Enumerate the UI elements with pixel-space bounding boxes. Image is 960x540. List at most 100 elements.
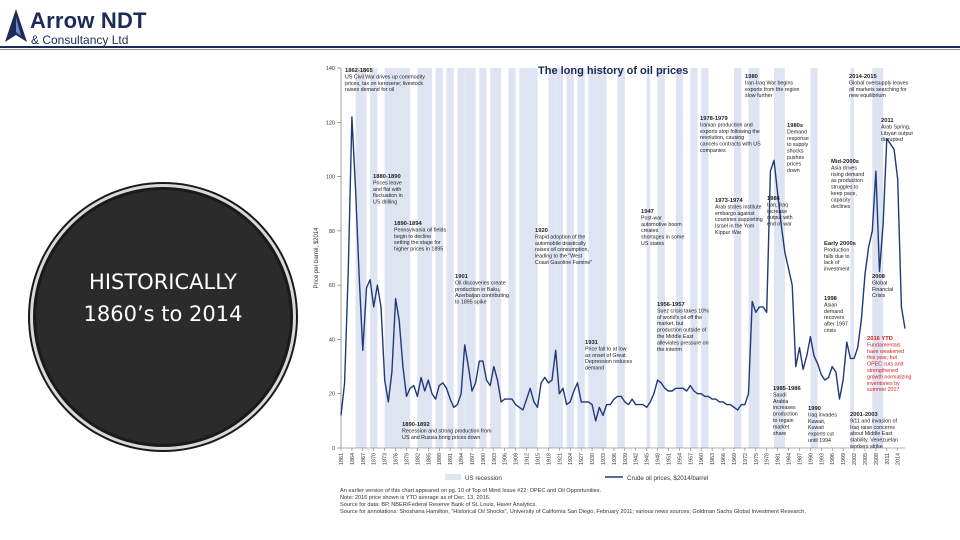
x-tick-label: 1945 — [645, 453, 651, 465]
recession-band — [555, 68, 563, 448]
historical-badge — [36, 190, 290, 444]
annotation-text: 1880-1890 — [373, 174, 401, 180]
annotation-text: Crisis — [872, 293, 886, 299]
x-tick-label: 1984 — [787, 453, 793, 465]
recession-band — [777, 68, 785, 448]
annotation-text: keep pace, — [831, 191, 857, 197]
x-tick-label: 2014 — [896, 453, 902, 465]
x-tick-label: 1951 — [666, 453, 672, 465]
recession-band — [519, 68, 531, 448]
annotation-text: Rapid adoption of the — [535, 234, 585, 240]
recession-band — [384, 68, 411, 448]
recession-band — [530, 68, 538, 448]
x-tick-label: 1879 — [404, 453, 410, 465]
x-tick-label: 1993 — [819, 453, 825, 465]
badge-line-1: HISTORICALLY — [89, 270, 237, 294]
annotation-text: Arab states institute — [715, 204, 762, 210]
annotation-text: Coast Gasoline Famine" — [535, 260, 592, 266]
annotation-text: prices, tax on kerosene; livestock — [345, 81, 423, 87]
annotation-text: struggles to — [831, 185, 858, 191]
annotation-text: after 1997 — [824, 322, 848, 328]
recession-band — [490, 68, 502, 448]
recession-band — [446, 68, 454, 448]
recession-band — [675, 68, 684, 448]
annotation-text: 1978-1979 — [700, 116, 728, 122]
annotation-text: 1890-1892 — [402, 422, 430, 428]
x-tick-label: 1999 — [841, 453, 847, 465]
arrow-logo-icon — [5, 9, 27, 42]
recession-band — [588, 68, 607, 448]
annotation-text: 2008 — [872, 274, 886, 280]
x-tick-label: 1924 — [568, 453, 574, 465]
recession-band — [464, 68, 476, 448]
annotation-text: strengthened — [867, 368, 898, 374]
recession-band — [701, 68, 709, 448]
annotation-text: Global oversupply leaves — [849, 80, 909, 86]
annotation-text: Asia drives — [831, 165, 857, 171]
annotation-text: companies — [700, 148, 726, 154]
x-tick-label: 1936 — [612, 453, 618, 465]
annotation-text: 9/11 and invasion of — [850, 418, 898, 424]
recession-band — [355, 68, 367, 448]
annotation-text: 1990 — [808, 406, 821, 412]
annotation-text: Arabia — [773, 399, 788, 405]
annotation-text: US drilling — [373, 200, 397, 206]
annotation-text: disrupted — [881, 137, 903, 143]
annotation-text: 2001-2003 — [850, 412, 878, 418]
annotation-text: Post-war — [641, 215, 662, 221]
annotation-text: 1985-1986 — [773, 386, 801, 392]
x-tick-label: 1975 — [754, 453, 760, 465]
x-tick-label: 1906 — [503, 453, 509, 465]
annotation-text: 2011 — [881, 118, 894, 124]
y-tick-label: 20 — [329, 392, 335, 398]
annotation-text: 1998 — [824, 296, 838, 302]
annotation-text: new equilibrium — [849, 93, 886, 99]
x-tick-label: 1954 — [677, 453, 683, 465]
annotation-text: the interim — [657, 347, 682, 353]
annotation-text: Recession and strong production from — [402, 428, 492, 434]
y-axis-label: Price per barrel, $2014 — [314, 227, 320, 289]
annotation-text: 1901 — [455, 274, 469, 280]
recession-band — [508, 68, 516, 448]
annotation-text: and flat with — [373, 187, 401, 193]
annotation-text: Iraq invades — [808, 412, 837, 418]
oil-price-line — [340, 116, 906, 422]
recession-band — [733, 68, 742, 448]
annotation-text: begin to decline — [394, 234, 431, 240]
x-tick-label: 1978 — [765, 453, 771, 465]
annotation-text: exports stop following the — [700, 129, 760, 135]
brand-logo: Arrow NDT & Consultancy Ltd — [2, 6, 172, 47]
annotation-text: exports from the region — [745, 87, 800, 93]
recession-band — [417, 68, 432, 448]
x-tick-label: 1912 — [525, 453, 531, 465]
x-tick-label: 1894 — [459, 453, 465, 465]
x-tick-label: 1933 — [601, 453, 607, 465]
recession-band — [850, 68, 855, 448]
annotation-text: Saudi — [773, 392, 787, 398]
recession-band — [457, 68, 465, 448]
annotation-text: the Middle East — [657, 334, 694, 340]
annotation-text: 2014-2015 — [849, 74, 877, 80]
recession-band — [566, 68, 574, 448]
x-tick-label: 1891 — [448, 453, 454, 465]
x-tick-label: 1927 — [579, 453, 585, 465]
annotation-text: shortages in some — [641, 235, 684, 241]
annotation-text: share — [773, 431, 786, 437]
note-line: Source for annotations: Shoshana Hamilto… — [340, 508, 806, 515]
x-tick-label: 1957 — [688, 453, 694, 465]
header-divider — [0, 46, 960, 48]
x-tick-label: 1942 — [634, 453, 640, 465]
x-tick-label: 1918 — [546, 453, 552, 465]
annotation-text: raises oil consumption, — [535, 247, 589, 253]
annotation-text: to supply — [787, 142, 809, 148]
y-tick-label: 140 — [326, 66, 335, 72]
annotation-text: down — [787, 168, 800, 174]
annotation-text: Kuwait, — [808, 419, 825, 425]
y-tick-label: 0 — [332, 446, 335, 452]
annotation-text: US states — [641, 241, 664, 247]
annotation-text: increase — [767, 209, 787, 215]
annotation-text: 1931 — [585, 340, 599, 346]
recession-band — [657, 68, 665, 448]
annotation-text: market, but — [657, 321, 684, 327]
annotation-text: increases — [773, 405, 796, 411]
